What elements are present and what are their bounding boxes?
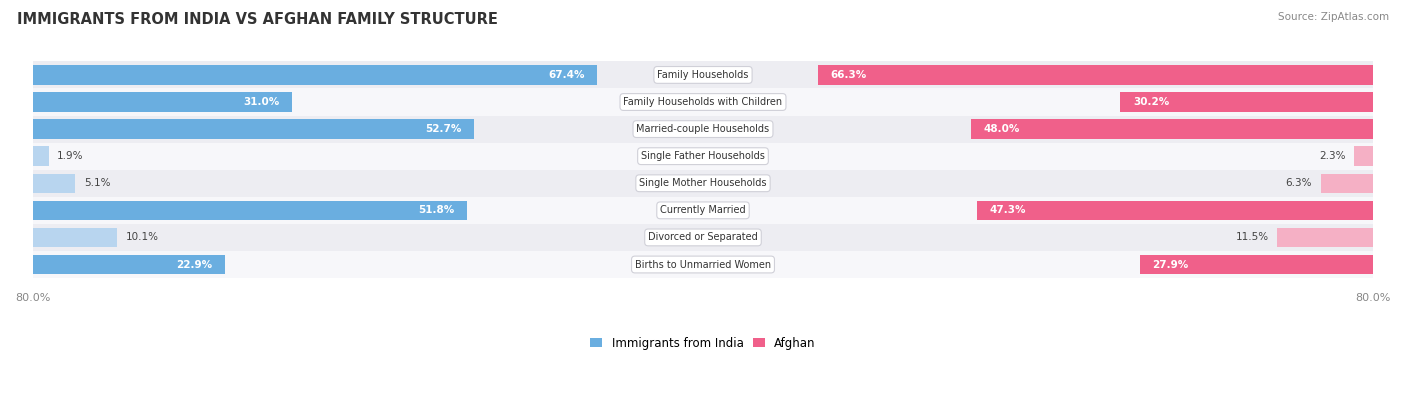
Text: 67.4%: 67.4% — [548, 70, 585, 80]
Text: Currently Married: Currently Married — [661, 205, 745, 215]
Bar — [32, 255, 225, 274]
Bar — [32, 197, 1374, 224]
Bar — [818, 65, 1374, 85]
Text: 22.9%: 22.9% — [176, 260, 212, 269]
Bar — [977, 201, 1374, 220]
Text: Source: ZipAtlas.com: Source: ZipAtlas.com — [1278, 12, 1389, 22]
Bar — [32, 147, 49, 166]
Text: 52.7%: 52.7% — [425, 124, 461, 134]
Text: 1.9%: 1.9% — [58, 151, 83, 161]
Bar — [32, 116, 1374, 143]
Bar — [32, 173, 76, 193]
Text: Family Households with Children: Family Households with Children — [623, 97, 783, 107]
Text: 31.0%: 31.0% — [243, 97, 280, 107]
Bar — [32, 201, 467, 220]
Bar — [32, 88, 1374, 116]
Text: 48.0%: 48.0% — [984, 124, 1021, 134]
Bar — [32, 170, 1374, 197]
Text: IMMIGRANTS FROM INDIA VS AFGHAN FAMILY STRUCTURE: IMMIGRANTS FROM INDIA VS AFGHAN FAMILY S… — [17, 12, 498, 27]
Text: 11.5%: 11.5% — [1236, 232, 1268, 243]
Bar — [1354, 147, 1374, 166]
Text: 2.3%: 2.3% — [1319, 151, 1346, 161]
Bar — [32, 143, 1374, 170]
Bar — [32, 65, 598, 85]
Bar — [32, 224, 1374, 251]
Text: 5.1%: 5.1% — [84, 178, 110, 188]
Text: Single Father Households: Single Father Households — [641, 151, 765, 161]
Text: Married-couple Households: Married-couple Households — [637, 124, 769, 134]
Legend: Immigrants from India, Afghan: Immigrants from India, Afghan — [591, 337, 815, 350]
Text: Family Households: Family Households — [658, 70, 748, 80]
Bar — [1320, 173, 1374, 193]
Bar — [32, 228, 117, 247]
Text: 51.8%: 51.8% — [418, 205, 454, 215]
Text: 30.2%: 30.2% — [1133, 97, 1168, 107]
Bar — [972, 119, 1374, 139]
Text: 6.3%: 6.3% — [1285, 178, 1312, 188]
Text: Single Mother Households: Single Mother Households — [640, 178, 766, 188]
Bar — [32, 251, 1374, 278]
Bar — [1139, 255, 1374, 274]
Text: 66.3%: 66.3% — [831, 70, 866, 80]
Bar — [32, 92, 292, 112]
Bar — [32, 119, 474, 139]
Text: 10.1%: 10.1% — [125, 232, 159, 243]
Text: 27.9%: 27.9% — [1152, 260, 1188, 269]
Text: 47.3%: 47.3% — [990, 205, 1026, 215]
Text: Births to Unmarried Women: Births to Unmarried Women — [636, 260, 770, 269]
Bar — [1277, 228, 1374, 247]
Bar — [1121, 92, 1374, 112]
Text: Divorced or Separated: Divorced or Separated — [648, 232, 758, 243]
Bar — [32, 61, 1374, 88]
